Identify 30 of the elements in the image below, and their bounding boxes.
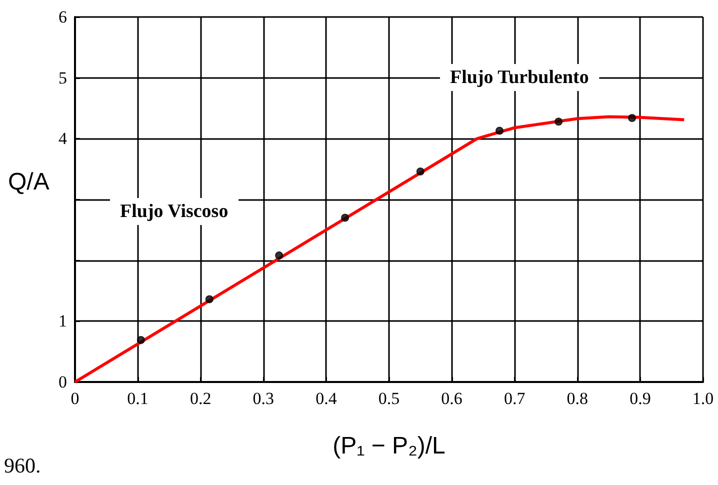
x-tick-label: 0	[70, 389, 80, 408]
annotation: Flujo Viscoso	[120, 201, 228, 222]
annotation: Flujo Turbulento	[450, 67, 589, 88]
x-tick-label: 0.3	[252, 389, 274, 408]
x-tick-label: 0.6	[441, 389, 462, 408]
y-tick-label: 0	[58, 372, 67, 392]
x-tick-label: 0.5	[378, 389, 400, 408]
x-tick-label: 0.4	[316, 389, 338, 408]
point	[416, 168, 424, 176]
x-tick-label: 0.9	[630, 389, 651, 408]
x-tick-label: 0.8	[566, 389, 588, 408]
y-tick-label: 5	[58, 68, 67, 88]
x-tick-label: 0.2	[190, 389, 212, 408]
x-tick-label: 0.1	[127, 389, 148, 408]
y-tick-label: 4	[58, 129, 68, 148]
text: 960.	[4, 454, 41, 478]
point	[628, 114, 636, 122]
y-tick-label: 6	[58, 8, 67, 26]
x-tick-label: 1.0	[692, 389, 714, 408]
point	[275, 251, 284, 260]
x-tick-label: 0.7	[504, 389, 526, 408]
point	[136, 336, 145, 344]
line-series	[74, 115, 686, 384]
y-axis-title: Q/A	[8, 168, 50, 196]
point	[554, 118, 563, 126]
point	[341, 214, 350, 222]
x-axis-title: (P₁ − P₂)/L	[332, 432, 446, 460]
point	[496, 126, 504, 135]
point	[205, 295, 214, 304]
y-tick-label: 1	[58, 312, 67, 331]
